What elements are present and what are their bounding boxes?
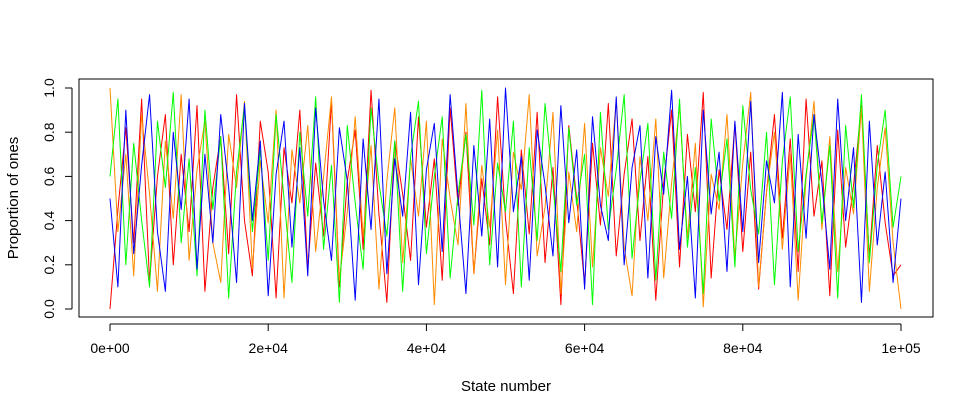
series-line-1 (109, 89, 902, 310)
x-tick-label: 4e+04 (407, 340, 447, 356)
y-tick-label: 1.0 (41, 78, 57, 98)
series-line-3 (109, 89, 902, 306)
plot-frame (78, 78, 934, 318)
x-tick-label: 0e+00 (90, 340, 130, 356)
x-tick-label: 6e+04 (565, 340, 605, 356)
x-tick-label: 1e+05 (881, 340, 921, 356)
y-axis-title: Proportion of ones (5, 137, 22, 260)
x-tick-label: 2e+04 (249, 340, 289, 356)
x-tick-label: 8e+04 (723, 340, 763, 356)
series-line-2 (109, 87, 902, 310)
y-tick-label: 0.8 (41, 122, 57, 142)
y-tick-label: 0.6 (41, 166, 57, 186)
series-line-4 (109, 87, 902, 303)
series-layer (109, 87, 902, 310)
x-axis-title: State number (461, 378, 551, 395)
y-tick-label: 0.4 (41, 211, 57, 231)
y-tick-label: 0.2 (41, 255, 57, 275)
y-tick-label: 0.0 (41, 299, 57, 319)
x-axis: 0e+00 2e+04 4e+04 6e+04 8e+04 1e+05 (90, 323, 921, 356)
y-axis: 0.0 0.2 0.4 0.6 0.8 1.0 (41, 78, 73, 319)
